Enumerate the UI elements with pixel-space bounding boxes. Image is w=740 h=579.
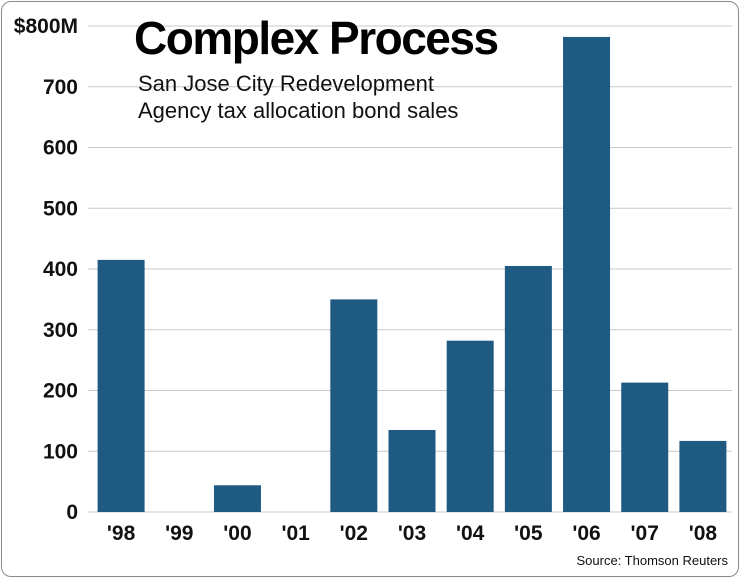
y-axis-ticks: 0 100 200 300 400 500 600 700 $800M (14, 15, 78, 524)
y-tick-label: $800M (14, 15, 78, 38)
chart-title: Complex Process (134, 12, 498, 64)
bar (388, 429, 436, 512)
y-tick-label: 700 (43, 76, 78, 99)
source-note: Source: Thomson Reuters (577, 553, 729, 568)
x-tick-label: '02 (340, 522, 368, 545)
x-tick-label: '99 (165, 522, 193, 545)
y-tick-label: 500 (43, 197, 78, 220)
gridlines (88, 25, 732, 513)
bar (446, 340, 494, 512)
x-axis-ticks: '98 '99 '00 '01 '02 '03 '04 '05 '06 '07 '08 (107, 522, 717, 545)
bar (97, 259, 145, 512)
x-tick-label: '07 (631, 522, 659, 545)
bar (213, 485, 261, 512)
x-tick-label: '03 (398, 522, 426, 545)
y-tick-label: 600 (43, 137, 78, 160)
chart-subtitle-line-1: San Jose City Redevelopment (138, 71, 434, 96)
x-tick-label: '04 (456, 522, 485, 545)
bars (97, 36, 727, 513)
x-tick-label: '98 (107, 522, 136, 545)
x-tick-label: '05 (514, 522, 543, 545)
bar (504, 265, 552, 512)
y-tick-label: 400 (43, 258, 78, 281)
x-tick-label: '08 (689, 522, 718, 545)
x-tick-label: '01 (281, 522, 310, 545)
chart-subtitle-line-2: Agency tax allocation bond sales (138, 98, 458, 123)
bar (621, 382, 669, 512)
x-tick-label: '00 (223, 522, 251, 545)
bar (679, 440, 727, 512)
bar (330, 299, 378, 512)
y-tick-label: 200 (43, 380, 78, 403)
y-tick-label: 300 (43, 319, 78, 342)
bar (563, 36, 611, 513)
y-tick-label: 100 (43, 440, 78, 463)
x-tick-label: '06 (572, 522, 600, 545)
y-tick-label: 0 (66, 501, 78, 524)
